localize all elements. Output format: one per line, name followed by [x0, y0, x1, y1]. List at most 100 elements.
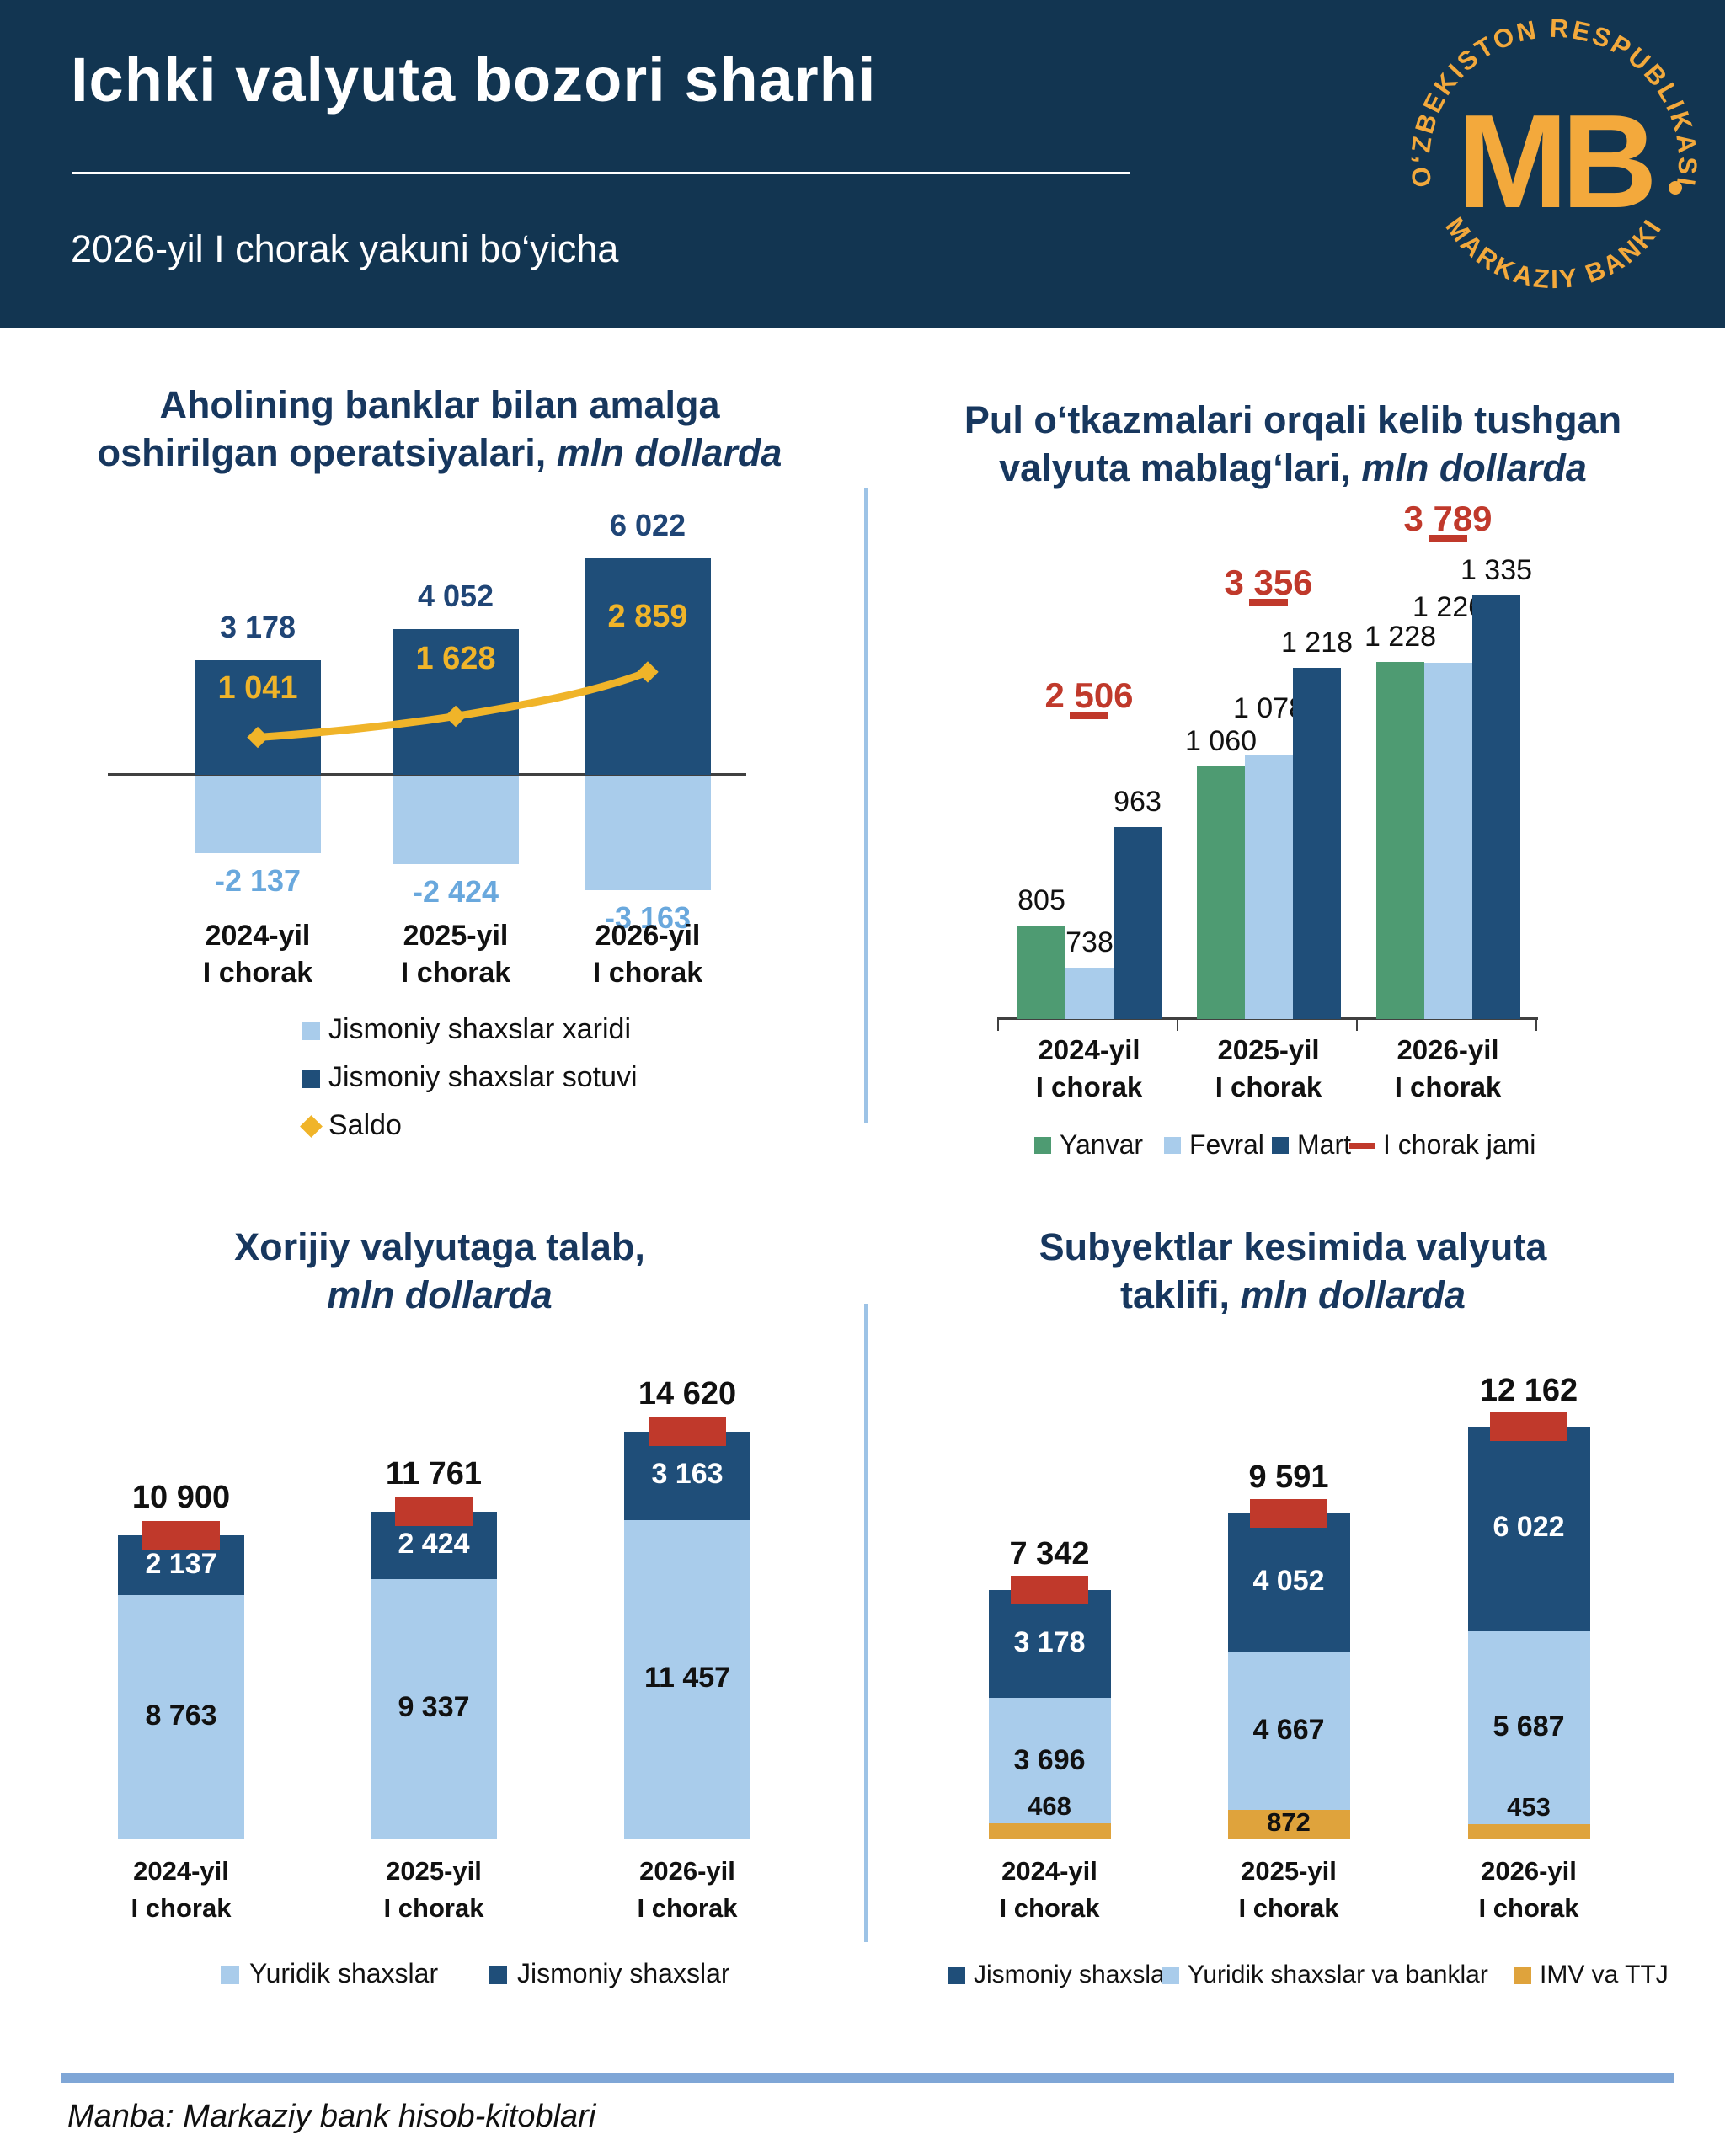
chart-title-line2-regular: taklifi,	[1119, 1273, 1241, 1316]
legend-label: Jismoniy shaxslar	[517, 1958, 730, 1988]
legend-label: I chorak jami	[1383, 1129, 1536, 1160]
bar-yuridik	[624, 1519, 750, 1839]
stack-total-label: 14 620	[638, 1376, 737, 1412]
quarter-total-dash	[1429, 535, 1467, 542]
chart-title-line2: valyuta mablag‘lari, mln dollarda	[897, 444, 1689, 492]
x-axis-label: 2024-yil I chorak	[921, 1032, 1258, 1106]
x-axis-label: 2025-yil I chorak	[265, 1853, 602, 1927]
header-band: Ichki valyuta bozori sharhi 2026-yil I c…	[0, 0, 1725, 328]
bar-yuridik	[371, 1578, 497, 1839]
segment-value-label: 9 337	[398, 1691, 470, 1724]
x-axis-label-line: I chorak	[637, 1893, 738, 1923]
segment-value-label: 3 178	[1013, 1626, 1086, 1659]
chart-title-line2: mln dollarda	[44, 1271, 836, 1319]
total-red-cap	[649, 1417, 726, 1447]
segment-value-label: 453	[1507, 1791, 1551, 1822]
segment-value-label: 2 137	[145, 1547, 217, 1580]
source-note: Manba: Markaziy bank hisob-kitoblari	[67, 2099, 596, 2134]
bar-value-label: 1 060	[1184, 725, 1258, 758]
x-axis-label-line: 2025-yil	[1217, 1034, 1320, 1065]
legend-swatch	[1164, 1137, 1181, 1154]
axis-tick	[1535, 1019, 1537, 1031]
chart-title-line2-regular: oshirilgan operatsiyalari,	[97, 431, 557, 474]
legend-label: IMV va TTJ	[1540, 1961, 1669, 1988]
chart-title-line1: Aholining banklar bilan amalga	[159, 383, 720, 426]
x-axis-label-line: 2025-yil	[403, 920, 509, 952]
x-axis-label-line: 2025-yil	[1241, 1856, 1337, 1886]
bar-mart	[1472, 595, 1520, 1019]
saldo-value-label: 1 041	[217, 670, 298, 706]
chart-title: Xorijiy valyutaga talab, mln dollarda	[44, 1223, 836, 1319]
x-axis-label-line: 2025-yil	[386, 1856, 482, 1886]
legend-swatch	[1162, 1967, 1179, 1984]
stack-total-label: 7 342	[1009, 1536, 1090, 1572]
segment-value-label: 4 667	[1252, 1713, 1325, 1746]
bar-yanvar	[1376, 661, 1424, 1019]
bar-value-label: 1 335	[1460, 553, 1533, 586]
x-axis-label-line: I chorak	[1215, 1071, 1322, 1102]
legend-swatch	[1514, 1967, 1531, 1984]
total-red-cap	[395, 1497, 473, 1526]
bar-sotuvi	[195, 660, 321, 775]
x-axis-label-line: 2024-yil	[1038, 1034, 1140, 1065]
segment-value-label: 6 022	[1493, 1511, 1565, 1544]
bar-fevral	[1245, 755, 1293, 1019]
x-axis-label-line: I chorak	[1035, 1071, 1143, 1102]
bar-xaridi	[585, 776, 711, 891]
legend-swatch	[221, 1966, 239, 1984]
axis-tick	[997, 1019, 999, 1031]
x-axis-label-line: 2024-yil	[205, 920, 311, 952]
title-underline	[72, 172, 1130, 174]
chart-title-units: mln dollarda	[556, 431, 782, 474]
page-title: Ichki valyuta bozori sharhi	[71, 45, 877, 115]
x-axis-label: 2025-yil I chorak	[287, 917, 624, 991]
legend-label: Yanvar	[1060, 1129, 1144, 1160]
quarter-total-dash	[1249, 599, 1288, 606]
legend-swatch	[948, 1967, 965, 1984]
segment-value-label: 872	[1267, 1807, 1311, 1838]
saldo-value-label: 2 859	[607, 599, 688, 634]
saldo-line-chart	[247, 661, 659, 749]
x-axis-label-line: 2026-yil	[1481, 1856, 1577, 1886]
logo-bullet-dot	[1669, 181, 1682, 195]
x-axis-label-line: I chorak	[1394, 1071, 1502, 1102]
bar-negative-value-label: -2 137	[214, 863, 302, 899]
bar-value-label: 738	[1065, 926, 1114, 958]
segment-value-label: 468	[1028, 1791, 1071, 1822]
x-axis-label-line: I chorak	[1478, 1893, 1579, 1923]
stack-total-label: 11 761	[385, 1455, 483, 1492]
stack-total-label: 9 591	[1248, 1460, 1329, 1496]
bar-xaridi	[195, 776, 321, 854]
bar-value-label: 963	[1114, 786, 1162, 819]
legend-label: Mart	[1297, 1129, 1351, 1160]
bar-value-label: 1 228	[1364, 620, 1437, 653]
bar-yanvar	[1017, 926, 1065, 1019]
bar-jismoniy	[624, 1432, 750, 1520]
x-axis-label: 2026-yil I chorak	[1360, 1853, 1697, 1927]
bar-imv-ttj	[1467, 1823, 1590, 1839]
bar-value-label: 4 052	[417, 578, 494, 613]
quarter-total-label: 3 356	[1224, 563, 1313, 602]
saldo-point-marker	[445, 705, 467, 728]
bar-value-label: 805	[1017, 884, 1065, 916]
chart-title-line2: taklifi, mln dollarda	[897, 1271, 1689, 1319]
chart-title-line1: Pul o‘tkazmalari orqali kelib tushgan	[964, 398, 1622, 441]
legend-label: Fevral	[1189, 1129, 1264, 1160]
bar-yuridik	[118, 1594, 244, 1839]
bar-negative-value-label: -2 424	[412, 873, 499, 909]
legend-swatch-xaridi	[302, 1022, 320, 1040]
segment-value-label: 4 052	[1252, 1565, 1325, 1598]
logo-monogram: MB	[1457, 88, 1652, 236]
chart-title: Pul o‘tkazmalari orqali kelib tushgan val…	[897, 396, 1689, 492]
total-red-cap	[1011, 1576, 1088, 1605]
bar-value-label: 3 178	[219, 610, 296, 645]
vertical-separator-bottom	[864, 1304, 868, 1942]
bar-jismoniy	[988, 1590, 1111, 1699]
x-axis-label: 2026-yil I chorak	[519, 1853, 856, 1927]
axis-tick	[1177, 1019, 1178, 1031]
segment-value-label: 3 163	[651, 1458, 724, 1491]
bar-fevral	[1065, 967, 1114, 1019]
bar-sotuvi	[393, 628, 519, 775]
bar-mart	[1293, 668, 1341, 1019]
